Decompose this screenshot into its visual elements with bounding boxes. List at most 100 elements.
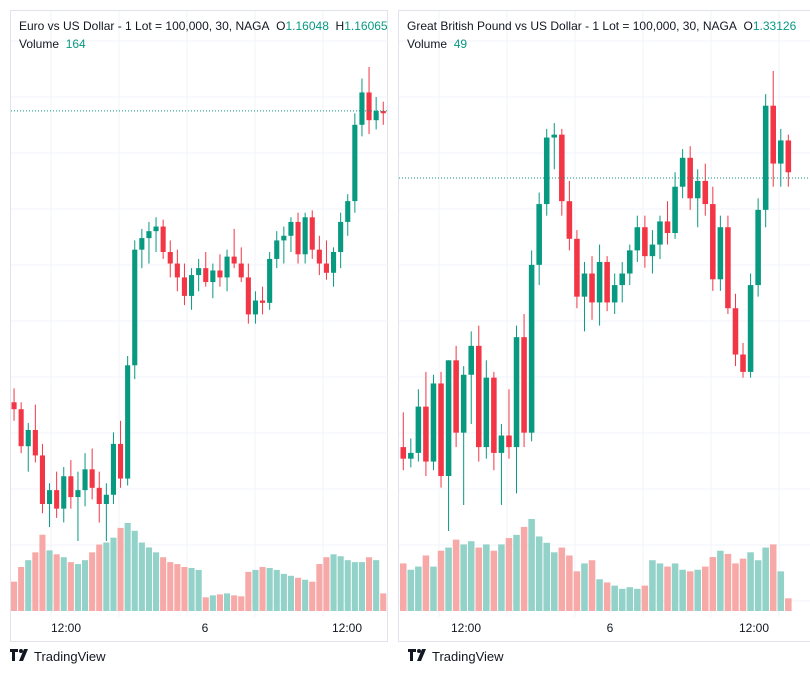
legend-o-label: O (743, 19, 753, 33)
volume-bar (18, 567, 25, 611)
candle-body (203, 268, 209, 283)
candle-body (245, 277, 251, 315)
candle-body (281, 235, 287, 241)
candle-body (528, 264, 535, 433)
volume-bar (671, 563, 679, 611)
volume-bar (769, 544, 777, 611)
volume-bar (656, 563, 664, 611)
candle-body (627, 250, 633, 274)
candle-body (309, 217, 315, 250)
volume-bar (309, 581, 316, 611)
tradingview-logo-icon (10, 649, 30, 664)
candle-body (740, 354, 746, 372)
volume-bar (611, 585, 618, 611)
volume-bar (475, 547, 483, 611)
volume-bar (709, 557, 717, 611)
candle-body (352, 124, 358, 202)
volume-bar (53, 554, 60, 611)
gbpusd-chart-svg[interactable] (399, 11, 810, 641)
volume-bar (437, 550, 445, 611)
volume-bar (754, 560, 762, 611)
volume-bar (117, 527, 124, 611)
candle-body (408, 452, 414, 459)
candle-body (536, 204, 542, 265)
volume-bar (39, 534, 46, 611)
candle-body (559, 134, 565, 202)
candle-body (755, 209, 761, 286)
candle-body (267, 258, 273, 303)
volume-bar (649, 560, 656, 611)
volume-bar (732, 563, 739, 611)
tradingview-logo[interactable]: TradingView (10, 649, 106, 664)
chart-area-eurusd[interactable]: Euro vs US Dollar - 1 Lot = 100,000, 30,… (10, 10, 388, 642)
candle-body (438, 383, 444, 477)
candle-body (96, 487, 102, 505)
candle-body (61, 476, 67, 509)
volume-bar (174, 564, 181, 611)
candle-body (189, 275, 195, 296)
tradingview-logo-icon (408, 649, 428, 664)
volume-bar (167, 562, 174, 611)
volume-bar (445, 547, 452, 611)
volume-bar (238, 596, 245, 611)
candle-body (47, 490, 53, 505)
volume-bar (724, 553, 732, 611)
volume-bar (543, 542, 550, 611)
time-label: 12:00 (331, 621, 363, 635)
tradingview-logo-text: TradingView (432, 649, 504, 664)
volume-bar (400, 563, 407, 611)
candle-body (260, 300, 266, 303)
volume-bar (74, 564, 81, 611)
time-axis-gbpusd[interactable]: 12:00 6 12:00 (399, 617, 810, 641)
volume-bar (520, 526, 528, 611)
volume-bar (25, 560, 32, 611)
volume-bar (67, 562, 74, 611)
candle-body (196, 268, 202, 276)
volume-bar (762, 547, 769, 611)
candle-body (747, 285, 754, 372)
candle-body (498, 435, 505, 453)
candle-body (415, 406, 422, 453)
tradingview-logo[interactable]: TradingView (408, 649, 504, 664)
candle-body (664, 221, 671, 234)
candle-body (110, 443, 116, 495)
volume-bar (138, 542, 145, 611)
legend-title: Euro vs US Dollar - 1 Lot = 100,000, 30,… (19, 19, 270, 33)
chart-panel-gbpusd[interactable]: Great British Pound vs US Dollar - 1 Lot… (398, 0, 810, 675)
candle-body (679, 157, 686, 187)
volume-bar (573, 571, 581, 611)
candle-body (316, 249, 322, 264)
volume-bar (11, 581, 18, 611)
volume-bar (32, 552, 39, 611)
candle-body (468, 345, 474, 375)
chart-area-gbpusd[interactable]: Great British Pound vs US Dollar - 1 Lot… (398, 10, 810, 642)
chart-panel-eurusd[interactable]: Euro vs US Dollar - 1 Lot = 100,000, 30,… (0, 0, 388, 675)
time-axis-eurusd[interactable]: 12:00 6 12:00 (11, 617, 387, 641)
volume-bar (330, 554, 337, 611)
candle-body (430, 383, 437, 462)
volume-bar (366, 557, 373, 611)
candle-body (89, 469, 95, 488)
volume-bar (259, 567, 266, 611)
volume-bar (558, 547, 566, 611)
volume-bar (566, 555, 573, 611)
candle-body (400, 447, 407, 459)
candle-body (18, 409, 24, 447)
candle-body (702, 180, 709, 205)
candle-body (210, 270, 216, 283)
candle-body (513, 337, 520, 448)
time-label: 6 (606, 621, 614, 635)
candle-body (224, 256, 230, 278)
volume-bar (302, 579, 309, 611)
candle-body (139, 238, 145, 250)
volume-bar (96, 544, 103, 611)
eurusd-chart-svg[interactable] (11, 11, 388, 641)
volume-bar (702, 566, 709, 611)
candle-body (657, 221, 663, 245)
candle-body (231, 256, 237, 264)
legend-eurusd: Euro vs US Dollar - 1 Lot = 100,000, 30,… (19, 17, 388, 53)
volume-label: Volume (407, 37, 448, 51)
volume-bar (202, 597, 209, 611)
volume-bar (467, 541, 475, 611)
time-label: 12:00 (738, 621, 770, 635)
